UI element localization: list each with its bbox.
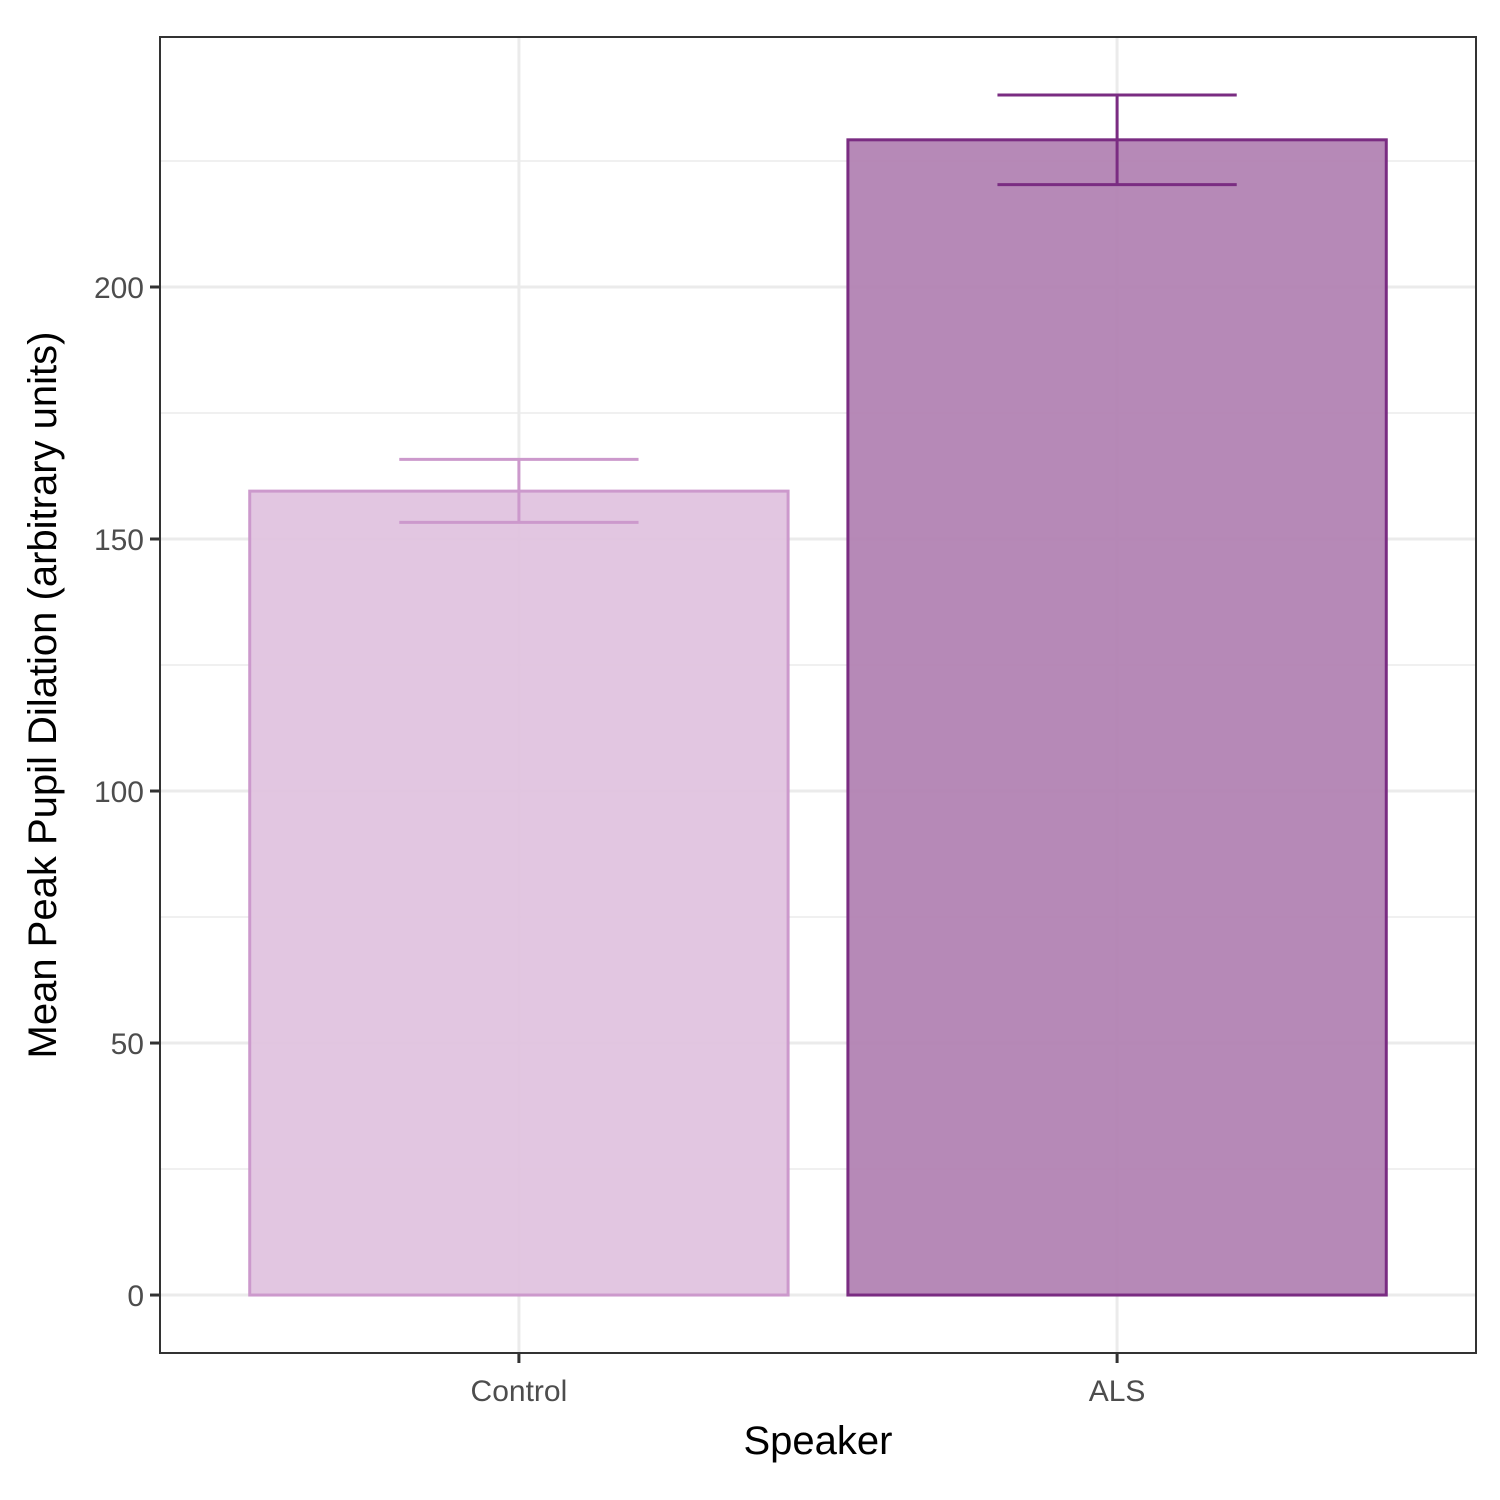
error-bar-als bbox=[997, 93, 1237, 187]
bar-control bbox=[248, 489, 790, 1297]
x-axis: Control ALS bbox=[471, 1353, 1146, 1408]
x-tick-label: Control bbox=[471, 1375, 568, 1408]
y-tick-label: 0 bbox=[127, 1280, 144, 1313]
y-tick-label: 150 bbox=[94, 524, 144, 557]
x-axis-title: Speaker bbox=[744, 1419, 893, 1463]
bars bbox=[248, 138, 1388, 1297]
bar-als bbox=[846, 138, 1388, 1297]
error-bars bbox=[399, 93, 1237, 524]
y-tick-label: 200 bbox=[94, 272, 144, 305]
y-axis-title: Mean Peak Pupil Dilation (arbitrary unit… bbox=[21, 332, 65, 1059]
y-tick-label: 100 bbox=[94, 776, 144, 809]
y-tick-label: 50 bbox=[111, 1028, 144, 1061]
x-tick-label: ALS bbox=[1089, 1375, 1146, 1408]
y-axis: 0 50 100 150 200 bbox=[94, 272, 160, 1313]
plot-panel-border bbox=[159, 36, 1477, 1354]
error-bar-control bbox=[399, 457, 639, 524]
